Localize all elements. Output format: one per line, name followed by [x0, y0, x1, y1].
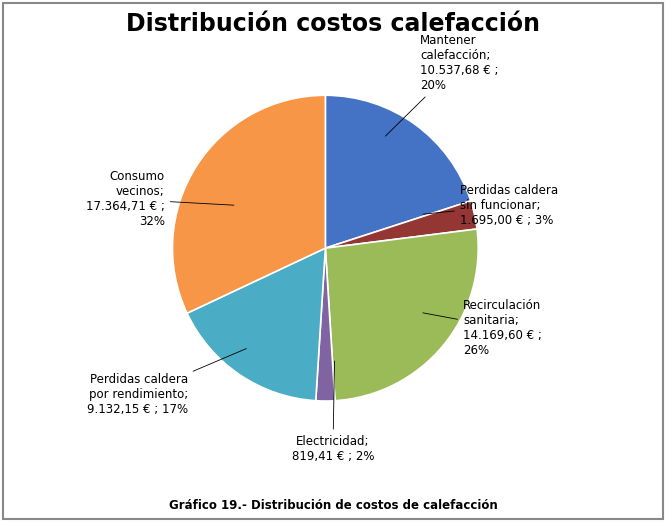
Text: Recirculación
sanitaria;
14.169,60 € ;
26%: Recirculación sanitaria; 14.169,60 € ; 2… [423, 299, 542, 357]
Text: Consumo
vecinos;
17.364,71 € ;
32%: Consumo vecinos; 17.364,71 € ; 32% [86, 170, 234, 228]
Text: Mantener
calefacción;
10.537,68 € ;
20%: Mantener calefacción; 10.537,68 € ; 20% [386, 34, 499, 136]
Wedge shape [326, 229, 478, 401]
Wedge shape [172, 95, 326, 313]
Wedge shape [326, 201, 477, 248]
Text: Gráfico 19.- Distribución de costos de calefacción: Gráfico 19.- Distribución de costos de c… [168, 499, 498, 512]
Text: Perdidas caldera
por rendimiento;
9.132,15 € ; 17%: Perdidas caldera por rendimiento; 9.132,… [87, 349, 246, 417]
Text: Electricidad;
819,41 € ; 2%: Electricidad; 819,41 € ; 2% [292, 361, 374, 462]
Text: Perdidas caldera
sin funcionar;
1.695,00 € ; 3%: Perdidas caldera sin funcionar; 1.695,00… [423, 184, 558, 227]
Wedge shape [316, 248, 335, 401]
Wedge shape [187, 248, 326, 401]
Wedge shape [326, 95, 471, 248]
Title: Distribución costos calefacción: Distribución costos calefacción [126, 11, 540, 35]
